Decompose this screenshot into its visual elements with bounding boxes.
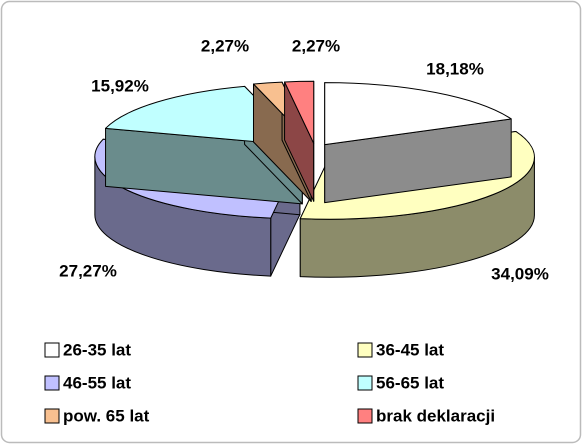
legend-swatch bbox=[357, 375, 373, 391]
legend-label: brak deklaracji bbox=[376, 406, 495, 425]
legend-swatch bbox=[357, 408, 373, 424]
legend-label: pow. 65 lat bbox=[63, 406, 150, 425]
legend-swatch bbox=[44, 375, 60, 391]
legend-label: 46-55 lat bbox=[63, 373, 131, 392]
data-label: 15,92% bbox=[91, 76, 149, 95]
legend-swatch bbox=[44, 408, 60, 424]
pie-slice bbox=[324, 82, 512, 146]
legend-swatch bbox=[357, 342, 373, 358]
data-label: 18,18% bbox=[426, 59, 484, 78]
legend-label: 56-65 lat bbox=[376, 373, 444, 392]
data-label: 34,09% bbox=[491, 264, 549, 283]
legend-label: 26-35 lat bbox=[63, 340, 131, 359]
legend-label: 36-45 lat bbox=[376, 340, 444, 359]
legend-swatch bbox=[44, 342, 60, 358]
data-label: 27,27% bbox=[59, 261, 117, 280]
pie-slice bbox=[284, 80, 315, 144]
data-label: 2,27% bbox=[292, 36, 340, 55]
data-label: 2,27% bbox=[201, 36, 249, 55]
